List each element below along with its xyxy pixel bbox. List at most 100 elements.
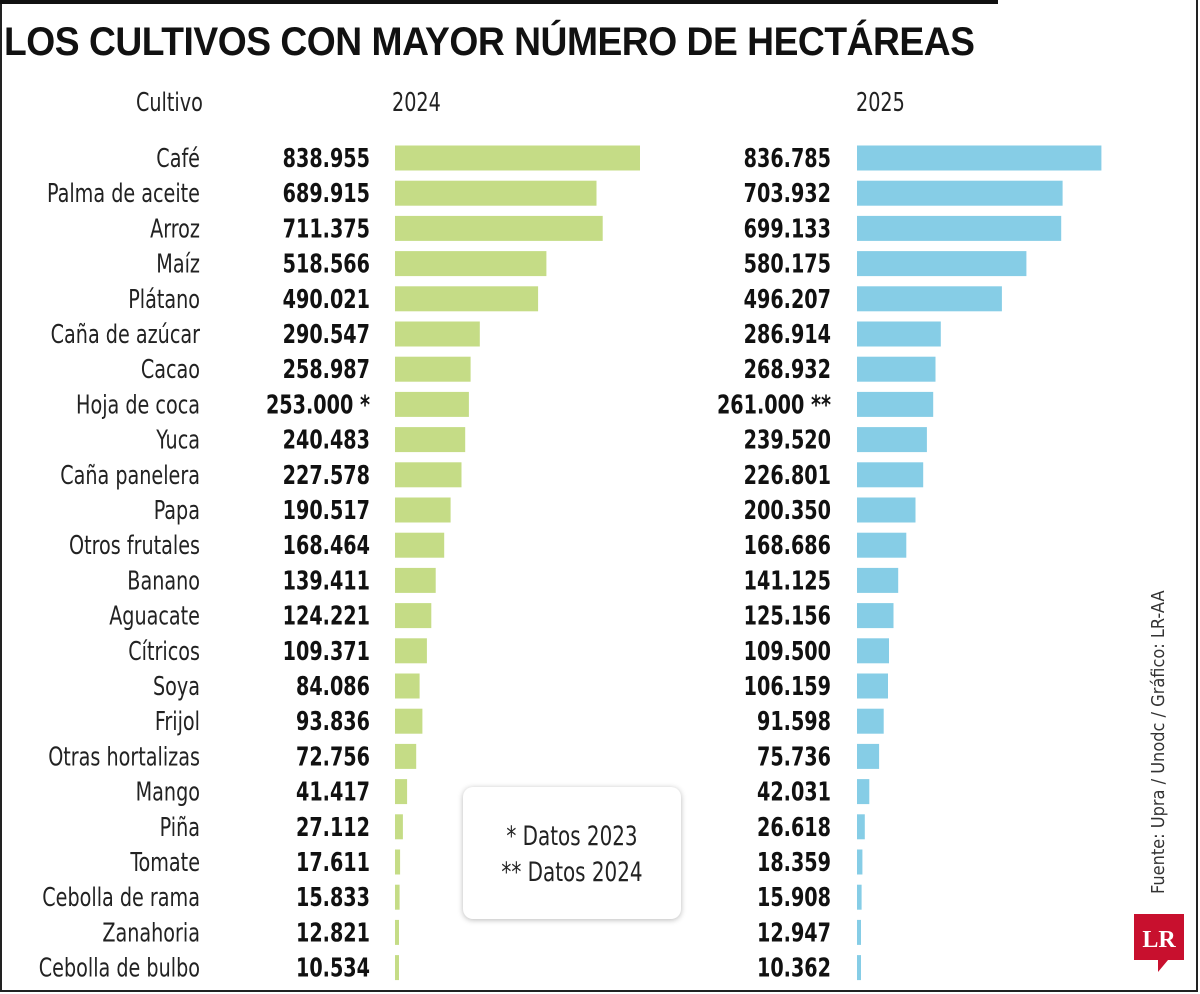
value-label-2024: 518.566	[283, 249, 370, 280]
crop-label: Café	[156, 143, 200, 174]
value-label-2024: 253.000 *	[266, 389, 370, 420]
bar-2025	[857, 567, 899, 593]
crop-label: Soya	[153, 671, 200, 702]
bar-2025	[857, 603, 894, 629]
bar-2025	[857, 497, 916, 523]
value-label-2025: 91.598	[757, 706, 831, 737]
value-label-2025: 268.932	[744, 354, 831, 385]
value-label-2024: 838.955	[283, 143, 370, 174]
bar-2025	[857, 180, 1063, 206]
bar-2025	[857, 743, 880, 769]
value-label-2025: 15.908	[757, 882, 831, 913]
bar-2025	[857, 286, 1002, 312]
crop-label: Tomate	[130, 847, 200, 878]
value-label-2025: 106.159	[744, 671, 831, 702]
crop-label: Arroz	[150, 213, 200, 244]
value-label-2024: 72.756	[296, 741, 370, 772]
notes-box: * Datos 2023 ** Datos 2024	[463, 787, 681, 919]
bar-2024	[395, 251, 547, 277]
value-label-2025: 239.520	[744, 425, 831, 456]
bar-2025	[857, 215, 1062, 241]
value-label-2024: 84.086	[296, 671, 370, 702]
crop-label: Otras hortalizas	[48, 741, 200, 772]
value-label-2024: 15.833	[296, 882, 370, 913]
bar-2024	[395, 673, 420, 699]
bar-2024	[395, 638, 427, 664]
value-label-2024: 240.483	[283, 425, 370, 456]
bar-2025	[857, 391, 934, 417]
bar-2025	[857, 251, 1027, 277]
bar-2024	[395, 497, 451, 523]
bar-2024	[395, 884, 400, 910]
value-label-2025: 261.000 **	[717, 389, 831, 420]
lr-logo: LR	[1134, 914, 1184, 972]
value-label-2025: 26.618	[757, 812, 831, 843]
value-label-2025: 42.031	[757, 777, 831, 808]
bar-2024	[395, 743, 417, 769]
note-2023: * Datos 2023	[506, 821, 638, 852]
top-rule	[0, 0, 998, 4]
bar-2024	[395, 286, 539, 312]
value-label-2025: 703.932	[744, 178, 831, 209]
bar-2025	[857, 884, 862, 910]
value-label-2025: 699.133	[744, 213, 831, 244]
crop-label: Maíz	[156, 249, 200, 280]
bar-2024	[395, 215, 603, 241]
bar-2024	[395, 356, 471, 382]
value-label-2024: 41.417	[296, 777, 370, 808]
bar-2025	[857, 427, 927, 453]
bar-2024	[395, 462, 462, 488]
crop-label: Yuca	[155, 425, 200, 456]
bar-2025	[857, 919, 861, 945]
value-label-2024: 290.547	[283, 319, 370, 350]
value-label-2024: 93.836	[296, 706, 370, 737]
bar-2024	[395, 391, 469, 417]
value-label-2024: 258.987	[283, 354, 370, 385]
bar-2024	[395, 849, 401, 875]
bar-2024	[395, 567, 436, 593]
value-label-2025: 200.350	[744, 495, 831, 526]
header-2024: 2024	[392, 88, 441, 118]
value-label-2024: 190.517	[283, 495, 370, 526]
value-label-2025: 286.914	[744, 319, 831, 350]
value-label-2024: 227.578	[283, 460, 370, 491]
crop-label: Mango	[136, 777, 200, 808]
bar-2025	[857, 955, 861, 981]
value-label-2025: 836.785	[744, 143, 831, 174]
bar-2025	[857, 145, 1102, 171]
value-label-2024: 12.821	[296, 917, 370, 948]
value-label-2025: 168.686	[744, 530, 831, 561]
bar-2024	[395, 532, 445, 558]
bar-2025	[857, 321, 941, 347]
crop-label: Plátano	[128, 284, 200, 315]
value-label-2025: 18.359	[757, 847, 831, 878]
bar-2024	[395, 145, 640, 171]
bar-2024	[395, 814, 403, 840]
bar-2024	[395, 603, 432, 629]
crop-label: Aguacate	[109, 601, 200, 632]
value-label-2024: 711.375	[283, 213, 370, 244]
value-label-2025: 75.736	[757, 741, 831, 772]
value-label-2024: 109.371	[283, 636, 370, 667]
bar-2024	[395, 779, 408, 805]
bar-2025	[857, 462, 924, 488]
header-crop: Cultivo	[136, 88, 203, 118]
bar-2025	[857, 356, 936, 382]
value-label-2025: 226.801	[744, 460, 831, 491]
crop-label: Cacao	[141, 354, 200, 385]
crop-label: Caña panelera	[60, 460, 200, 491]
bar-2024	[395, 180, 597, 206]
crop-label: Piña	[160, 812, 200, 843]
value-label-2025: 10.362	[757, 953, 831, 984]
header-2025: 2025	[856, 88, 905, 118]
bar-2024	[395, 427, 466, 453]
crop-label: Frijol	[155, 706, 200, 737]
bar-2025	[857, 532, 907, 558]
bar-2024	[395, 708, 423, 734]
crop-label: Cebolla de rama	[42, 882, 200, 913]
crop-label: Caña de azúcar	[51, 319, 201, 350]
crop-label: Banano	[127, 565, 200, 596]
crop-label: Palma de aceite	[47, 178, 200, 209]
crop-label: Cítricos	[128, 636, 200, 667]
